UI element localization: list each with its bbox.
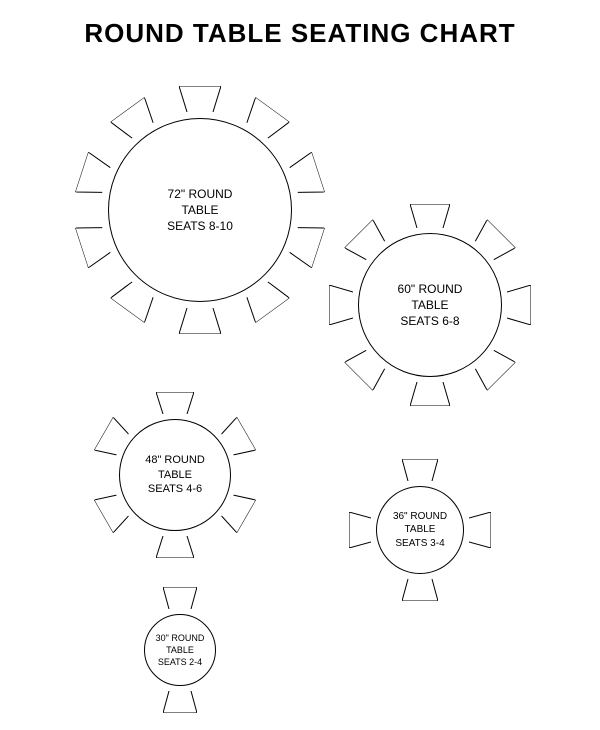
table-label: 48" ROUNDTABLESEATS 4-6 xyxy=(145,453,205,498)
table-label-line: SEATS 2-4 xyxy=(156,656,205,668)
table-label-line: TABLE xyxy=(398,297,463,313)
chair-icon xyxy=(179,86,221,112)
table-circle: 48" ROUNDTABLESEATS 4-6 xyxy=(119,419,231,531)
chair-icon xyxy=(76,220,114,268)
table-circle: 30" ROUNDTABLESEATS 2-4 xyxy=(144,614,216,686)
table-label-line: 36" ROUND xyxy=(393,510,447,524)
table-label-line: TABLE xyxy=(167,202,233,218)
chair-icon xyxy=(410,382,450,406)
table-group-t72: 72" ROUNDTABLESEATS 8-10 xyxy=(76,86,324,334)
seating-chart-canvas: ROUND TABLE SEATING CHART 72" ROUNDTABLE… xyxy=(0,0,600,730)
table-circle: 72" ROUNDTABLESEATS 8-10 xyxy=(108,118,292,302)
table-label-line: 30" ROUND xyxy=(156,632,205,644)
chair-icon xyxy=(156,392,194,414)
table-circle: 60" ROUNDTABLESEATS 6-8 xyxy=(358,233,502,377)
table-circle: 36" ROUNDTABLESEATS 3-4 xyxy=(376,486,464,574)
chair-icon xyxy=(287,220,325,268)
table-label: 60" ROUNDTABLESEATS 6-8 xyxy=(398,281,463,330)
chair-icon xyxy=(179,308,221,334)
chair-icon xyxy=(402,579,438,601)
chair-icon xyxy=(410,204,450,228)
table-label-line: SEATS 8-10 xyxy=(167,218,233,234)
chair-icon xyxy=(507,285,531,325)
table-label-line: TABLE xyxy=(393,523,447,537)
chair-icon xyxy=(329,285,353,325)
chart-title: ROUND TABLE SEATING CHART xyxy=(0,18,600,49)
table-group-t36: 36" ROUNDTABLESEATS 3-4 xyxy=(349,459,491,601)
chair-icon xyxy=(76,152,114,200)
table-label-line: SEATS 4-6 xyxy=(145,482,205,497)
chair-icon xyxy=(287,152,325,200)
table-label: 36" ROUNDTABLESEATS 3-4 xyxy=(393,510,447,551)
table-label-line: SEATS 3-4 xyxy=(393,537,447,551)
chair-icon xyxy=(163,587,197,609)
chair-icon xyxy=(156,536,194,558)
table-label-line: 60" ROUND xyxy=(398,281,463,297)
table-group-t48: 48" ROUNDTABLESEATS 4-6 xyxy=(92,392,258,558)
table-label: 30" ROUNDTABLESEATS 2-4 xyxy=(156,632,205,668)
table-group-t60: 60" ROUNDTABLESEATS 6-8 xyxy=(329,204,531,406)
table-label: 72" ROUNDTABLESEATS 8-10 xyxy=(167,186,233,235)
chair-icon xyxy=(402,459,438,481)
table-group-t30: 30" ROUNDTABLESEATS 2-4 xyxy=(117,587,243,713)
chair-icon xyxy=(163,691,197,713)
chair-icon xyxy=(349,512,371,548)
table-label-line: TABLE xyxy=(156,644,205,656)
table-label-line: 72" ROUND xyxy=(167,186,233,202)
table-label-line: 48" ROUND xyxy=(145,453,205,468)
chair-icon xyxy=(469,512,491,548)
table-label-line: TABLE xyxy=(145,468,205,483)
table-label-line: SEATS 6-8 xyxy=(398,313,463,329)
